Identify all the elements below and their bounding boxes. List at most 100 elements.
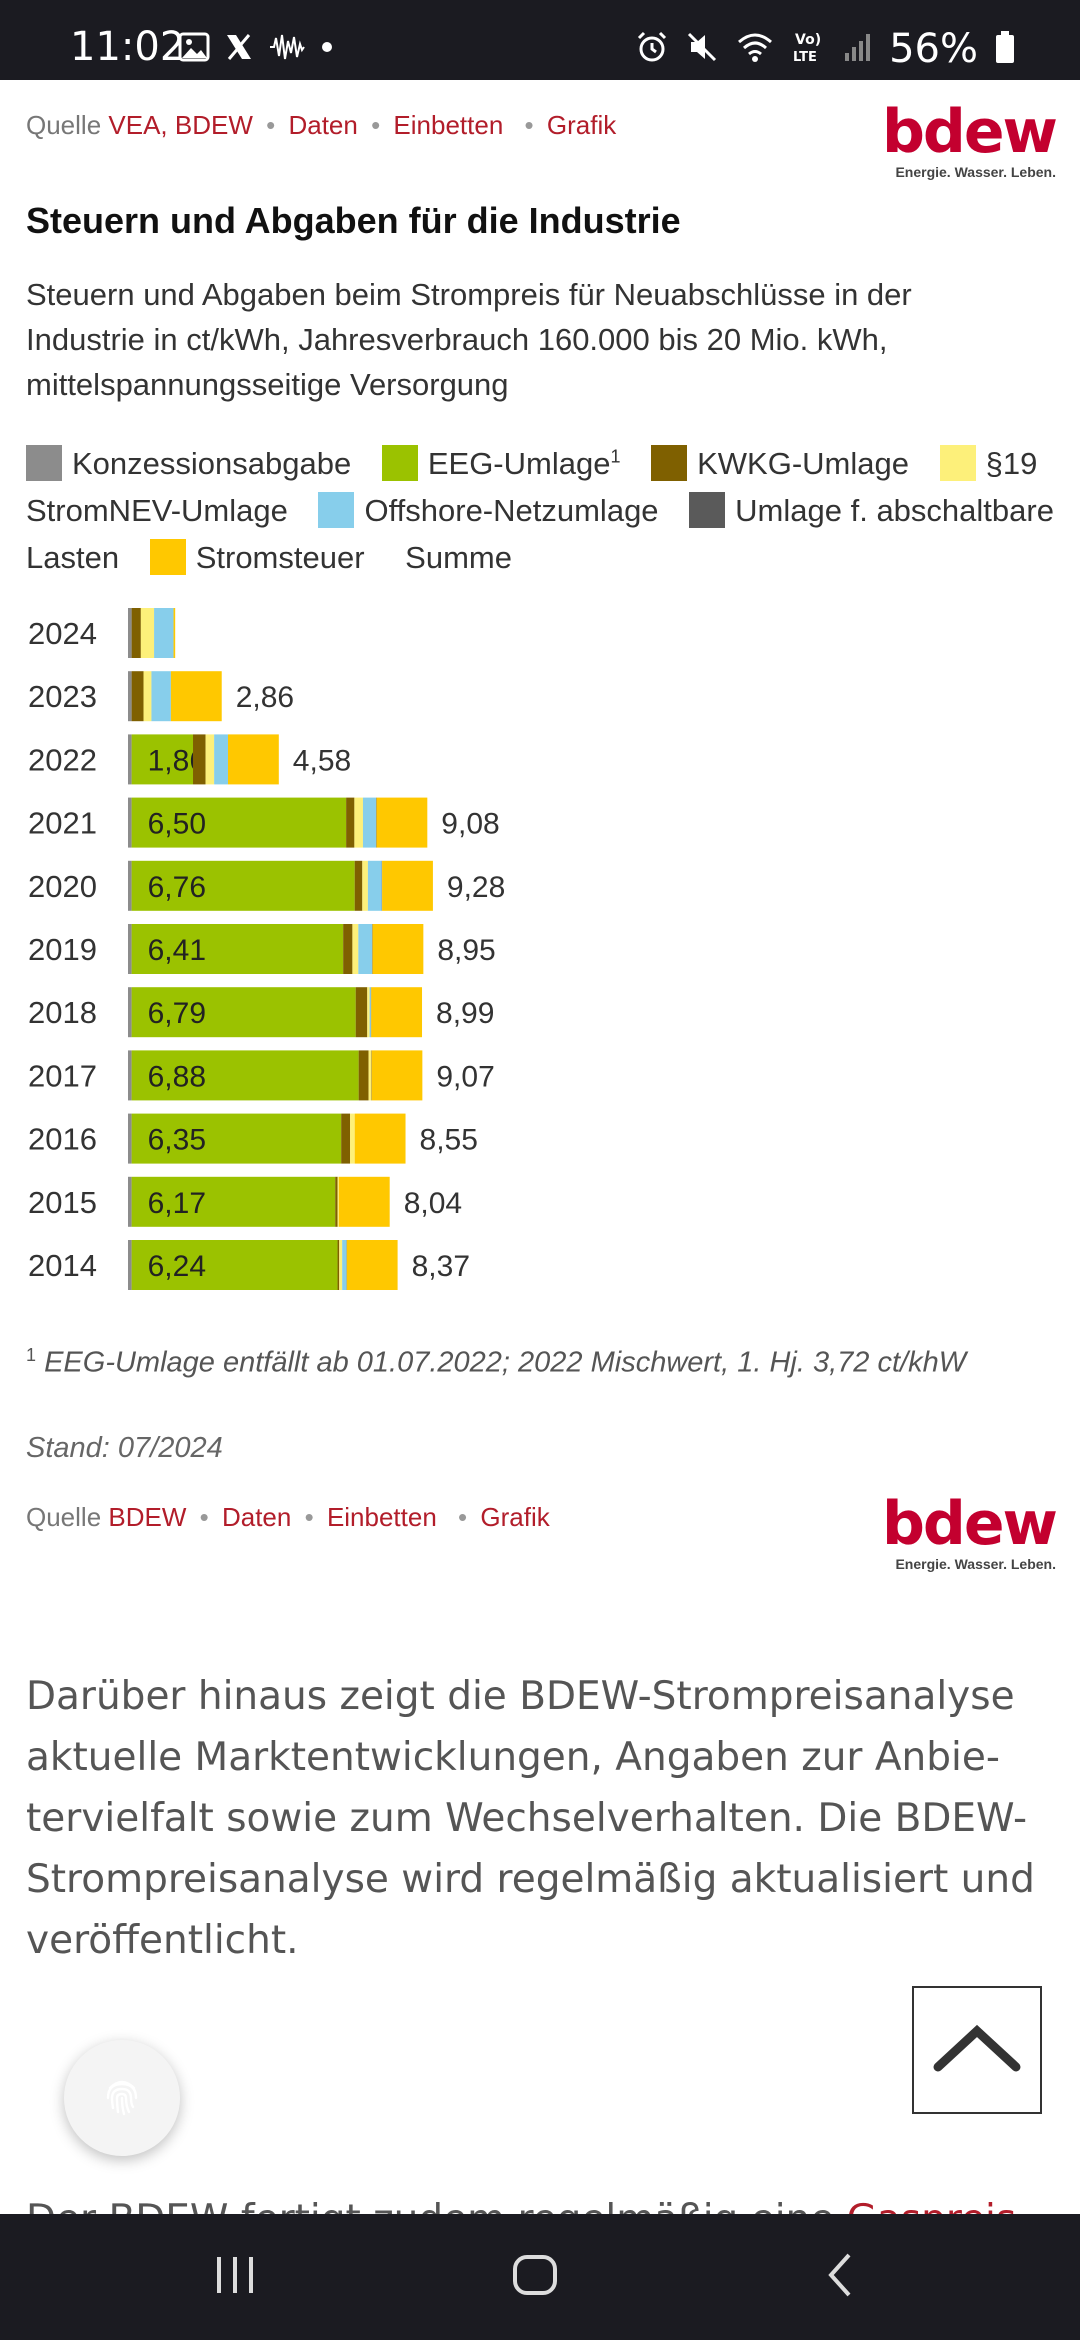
sum-label: 2,86 (236, 681, 294, 714)
sum-label: 8,37 (412, 1250, 470, 1283)
year-label: 2022 (28, 742, 97, 777)
legend-swatch (689, 492, 726, 529)
legend-swatch (26, 445, 62, 482)
svg-text:Vo): Vo) (795, 32, 821, 48)
embed-link[interactable]: Einbetten (326, 1502, 437, 1532)
chart-subtitle: Steuern und Abgaben beim Strompreis für … (26, 277, 912, 402)
legend-item: Summe (395, 540, 512, 575)
source-line: Quelle VEA, BDEW • Daten • Einbetten • G… (26, 110, 617, 140)
year-label: 2020 (28, 869, 97, 904)
bar-segment: KWKG-Umlage 2024: 0.28 (131, 608, 141, 658)
bar-segment: EEG-Umlage 2020: 6.76 (131, 860, 355, 911)
bar-segment: Konzessionsabgabe 2022: 0.11 (128, 734, 132, 785)
bar-segment: EEG-Umlage 2018: 6.79 (131, 987, 356, 1038)
graphic-link[interactable]: Grafik (546, 110, 617, 140)
status-time: 11:02 (70, 24, 186, 70)
bdew-logo-2[interactable]: bdew Energie. Wasser. Leben. (882, 1494, 1058, 1572)
data-link[interactable]: Daten (288, 110, 358, 140)
year-label: 2019 (28, 932, 97, 967)
legend-item: §19 StromNEV-Umlage (26, 445, 1037, 528)
bar-segment: Offshore-Netzumlage 2019: 0.42 (358, 924, 373, 974)
wifi-icon (735, 30, 775, 69)
chart-title: Steuern und Abgaben für die Industrie (26, 200, 681, 241)
bar-segment: §19 StromNEV-Umlage 2015: 0.04 (337, 1176, 339, 1227)
status-icons-right: Vo) LTE 56% (635, 26, 1016, 72)
source-link[interactable]: BDEW (108, 1502, 187, 1532)
cutoff-text: Der BDEW fertigt zudem regelmäßig eine (26, 2197, 847, 2216)
back-button[interactable] (800, 2214, 880, 2340)
bar-segment: Offshore-Netzumlage 2022: 0.42 (214, 734, 228, 785)
year-label: 2024 (28, 616, 97, 651)
chart-legend: Konzessionsabgabe EEG-Umlage1 KWKG-Umlag… (26, 434, 1066, 581)
bar-segment: KWKG-Umlage 2021: 0.25 (346, 797, 355, 848)
legend-swatch (149, 539, 186, 576)
bar-segment: §19 StromNEV-Umlage 2024: 0.4 (140, 608, 155, 658)
footnote-text: EEG-Umlage entfällt ab 01.07.2022; 2022 … (44, 1346, 967, 1379)
fingerprint-icon (100, 2074, 144, 2123)
bar-segment: KWKG-Umlage 2014: 0.05 (337, 1240, 340, 1290)
bar-data-label: 6,35 (148, 1124, 206, 1157)
footnote-marker: 1 (26, 1345, 37, 1365)
sum-label: 8,55 (420, 1124, 478, 1157)
gaspreis-link[interactable]: Gaspreis (847, 2197, 1017, 2216)
bar-segment: Stromsteuer 2022: 1.54 (227, 734, 279, 785)
bar-segment: EEG-Umlage 2022: 1.86 (131, 734, 194, 785)
home-button[interactable] (490, 2214, 580, 2340)
legend-label: Summe (405, 540, 512, 576)
bar-segment: Konzessionsabgabe 2019: 0.11 (128, 924, 132, 974)
sum-label: 9,08 (441, 808, 499, 841)
body-paragraph: Darüber hinaus zeigt die BDEW-Strompreis… (26, 1674, 1035, 1963)
chevron-up-icon (932, 2023, 1022, 2078)
bar-segment: KWKG-Umlage 2019: 0.28 (343, 924, 353, 974)
data-link[interactable]: Daten (221, 1502, 292, 1532)
bar-segment: §19 StromNEV-Umlage 2021: 0.26 (354, 797, 363, 848)
bar-segment: KWKG-Umlage 2020: 0.23 (354, 860, 363, 911)
bar-data-label: 6,76 (148, 871, 206, 904)
alarm-icon (635, 30, 669, 69)
legend-label: Umlage f. abschaltbare Lasten (26, 493, 1054, 576)
soundwave-icon (268, 32, 306, 67)
bar-segment: EEG-Umlage 2021: 6.5 (131, 797, 347, 848)
source-label: Quelle (26, 110, 102, 140)
graphic-link[interactable]: Grafik (480, 1502, 550, 1532)
source-link[interactable]: VEA, BDEW (108, 110, 253, 140)
bar-segment: §19 StromNEV-Umlage 2018: 0.07 (367, 987, 370, 1038)
volte-icon: Vo) LTE (791, 29, 827, 70)
year-label: 2015 (28, 1185, 97, 1220)
bar-segment: §19 StromNEV-Umlage 2020: 0.17 (362, 860, 368, 911)
embed-link[interactable]: Einbetten (393, 110, 504, 140)
bar-segment: §19 StromNEV-Umlage 2017: 0.08 (368, 1050, 372, 1101)
bar-segment: Stromsteuer 2020: 1.54 (382, 860, 433, 911)
bar-segment: Stromsteuer 2018: 1.54 (371, 987, 423, 1038)
recents-icon (213, 2253, 257, 2302)
bar-segment: Stromsteuer 2019: 1.54 (372, 924, 424, 974)
bar-segment: EEG-Umlage 2019: 6.41 (131, 924, 344, 974)
sum-label: 9,28 (447, 871, 505, 904)
bar-segment: KWKG-Umlage 2018: 0.35 (355, 987, 368, 1038)
legend-swatch (939, 445, 976, 482)
bar-segment: §19 StromNEV-Umlage 2019: 0.18 (352, 924, 359, 974)
legend-label: EEG-Umlage (427, 446, 611, 482)
dot-icon (320, 40, 334, 59)
scroll-to-top-button[interactable] (912, 1986, 1042, 2114)
bar-segment: KWKG-Umlage 2023: 0.36 (131, 671, 144, 722)
bar-segment: Stromsteuer 2021: 1.54 (376, 797, 428, 848)
logo-word: bdew (881, 97, 1058, 167)
status-icons-left (178, 32, 334, 67)
bar-segment: EEG-Umlage 2014: 6.24 (131, 1240, 338, 1290)
legend-label: Stromsteuer (195, 540, 365, 576)
bar-segment: EEG-Umlage 2016: 6.35 (131, 1113, 342, 1164)
bdew-logo[interactable]: bdew Energie. Wasser. Leben. (881, 97, 1058, 180)
recents-button[interactable] (190, 2214, 280, 2340)
legend-swatch (318, 492, 355, 529)
home-icon (511, 2251, 559, 2304)
bar-segment: KWKG-Umlage 2016: 0.27 (341, 1113, 351, 1164)
bar-data-label: 6,41 (148, 934, 206, 967)
bar-data-label: 6,88 (148, 1060, 206, 1093)
fingerprint-button[interactable] (64, 2040, 180, 2156)
bar-segment: Konzessionsabgabe 2014: 0.11 (128, 1240, 132, 1290)
source-line-2: Quelle BDEW • Daten • Einbetten • Grafik (26, 1502, 550, 1532)
year-label: 2018 (28, 995, 97, 1030)
bar-segment: Konzessionsabgabe 2016: 0.11 (128, 1113, 132, 1164)
legend-swatch (381, 445, 418, 482)
